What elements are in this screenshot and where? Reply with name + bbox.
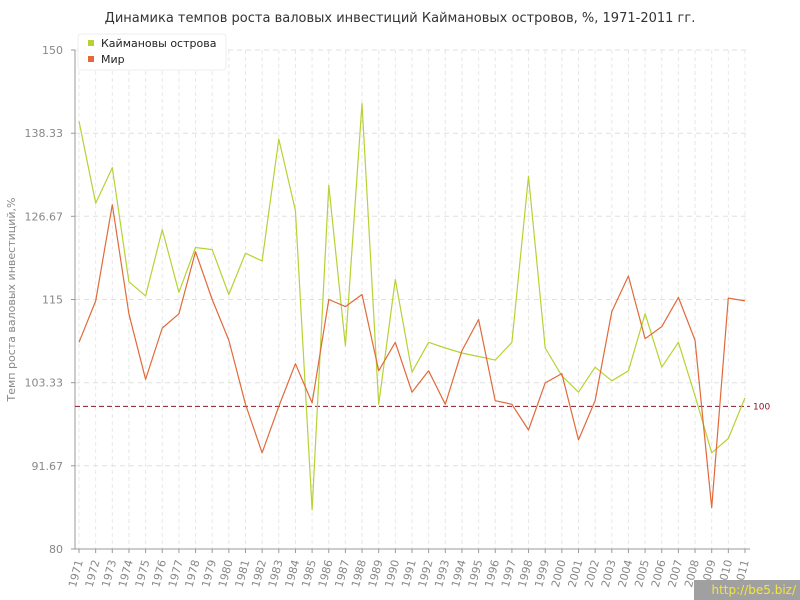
legend[interactable]: Каймановы острова Мир: [77, 33, 227, 71]
y-tick-label: 103.33: [25, 377, 64, 390]
y-tick-label: 115: [42, 294, 63, 307]
y-tick-label: 138.33: [25, 127, 64, 140]
y-tick-label: 91.67: [32, 460, 64, 473]
y-tick-label: 80: [49, 543, 63, 556]
y-axis-label: Темп роста валовых инвестиций,%: [5, 198, 18, 403]
x-ticks: 1971197219731974197519761977197819791980…: [66, 549, 752, 589]
series-line: [78, 204, 746, 509]
chart-title: Динамика темпов роста валовых инвестиций…: [105, 11, 696, 26]
legend-swatch: [88, 56, 94, 62]
legend-label: Мир: [101, 53, 125, 66]
legend-items: Каймановы острова Мир: [88, 37, 216, 66]
series-lines: [78, 102, 746, 511]
legend-swatch: [88, 40, 94, 46]
y-tick-label: 150: [42, 44, 63, 57]
watermark-link[interactable]: http://be5.biz/: [694, 580, 800, 600]
series-line: [78, 102, 746, 511]
y-tick-label: 126.67: [25, 210, 64, 223]
legend-label: Каймановы острова: [101, 37, 216, 50]
legend-box: [77, 33, 227, 71]
y-ticks: 80 91.67 103.33 115 126.67 138.33 150: [25, 44, 75, 556]
reference-line-label: 100: [753, 402, 770, 412]
reference-line-group: 100: [75, 402, 770, 412]
